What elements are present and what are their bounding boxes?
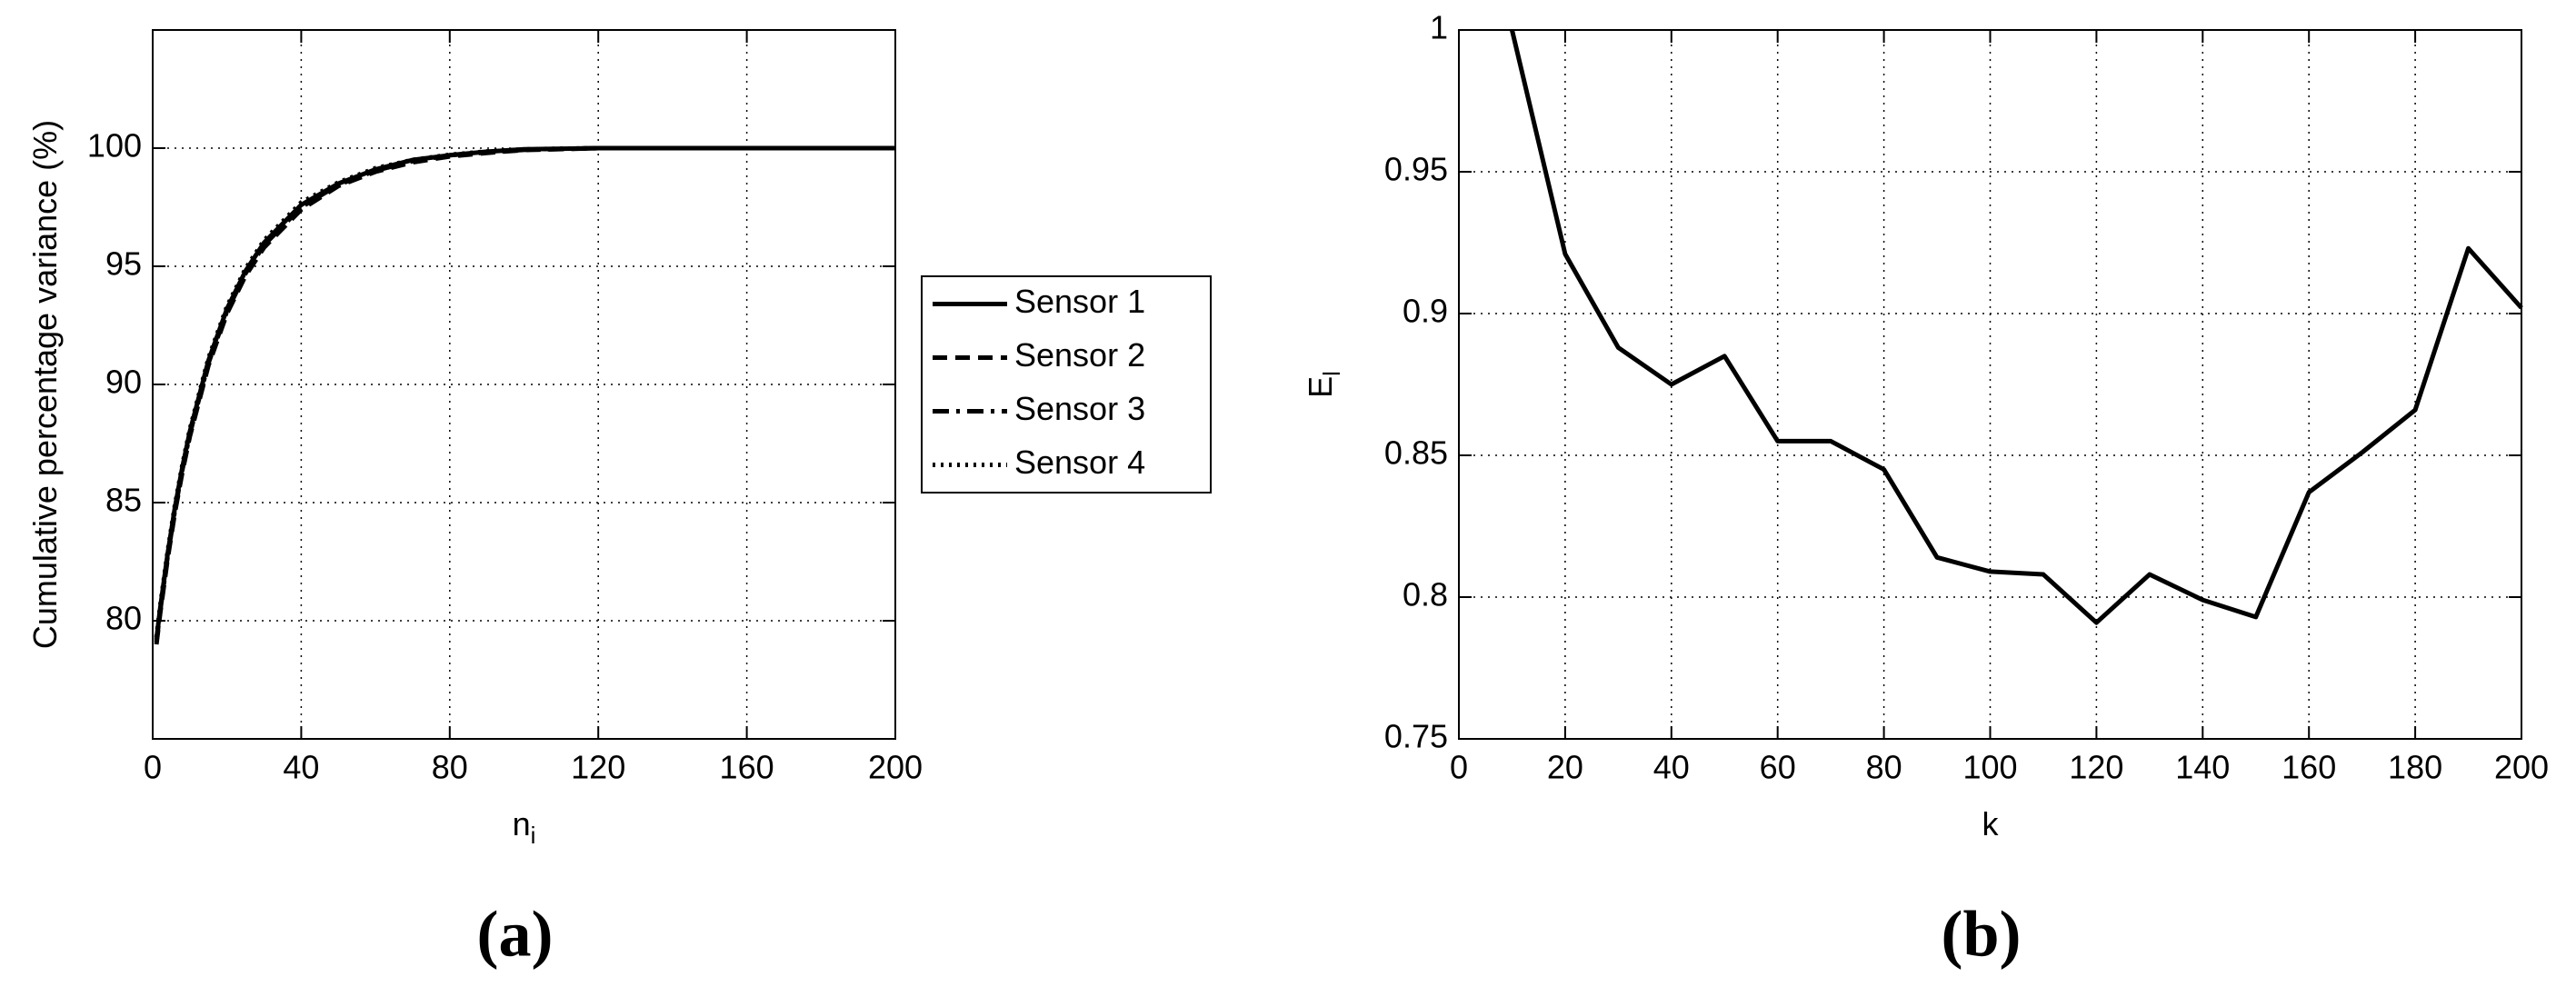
x-tick-label: 40 — [283, 749, 319, 786]
x-tick-label: 0 — [144, 749, 162, 786]
x-tick-label: 180 — [2388, 749, 2442, 786]
x-axis-label-main: k — [1982, 805, 2000, 842]
x-tick-label: 0 — [1450, 749, 1468, 786]
y-tick-label: 1 — [1430, 9, 1448, 46]
legend-label: Sensor 1 — [1014, 283, 1145, 320]
x-tick-label: 200 — [868, 749, 923, 786]
y-tick-label: 95 — [105, 245, 142, 283]
y-tick-label: 85 — [105, 482, 142, 519]
x-tick-label: 60 — [1760, 749, 1796, 786]
legend-label: Sensor 3 — [1014, 390, 1145, 427]
x-tick-label: 80 — [1866, 749, 1902, 786]
legend-label: Sensor 2 — [1014, 336, 1145, 374]
series-line — [154, 145, 895, 643]
plot-frame — [1458, 29, 2522, 740]
x-axis-label-sub: i — [531, 822, 536, 849]
x-tick-label: 120 — [2069, 749, 2123, 786]
y-tick-label: 0.8 — [1403, 576, 1448, 613]
y-tick-label: 80 — [105, 600, 142, 637]
y-tick-label: 90 — [105, 364, 142, 401]
y-tick-label: 0.9 — [1403, 293, 1448, 330]
x-tick-label: 140 — [2175, 749, 2230, 786]
y-axis-label-main: Cumulative percentage variance (%) — [26, 120, 64, 649]
y-tick-label: 0.95 — [1384, 151, 1448, 188]
legend-label: Sensor 4 — [1014, 444, 1145, 481]
series-line — [154, 145, 895, 645]
x-tick-label: 120 — [571, 749, 625, 786]
legend-box — [921, 275, 1212, 494]
y-tick-label: 100 — [87, 127, 142, 165]
x-tick-label: 160 — [2281, 749, 2336, 786]
x-tick-label: 160 — [720, 749, 774, 786]
y-axis-label-sub: l — [1318, 371, 1345, 376]
panel-label: (a) — [477, 898, 554, 971]
y-axis-label: Cumulative percentage variance (%) — [26, 120, 64, 649]
x-axis-label-main: n — [513, 805, 531, 842]
x-axis-label: ni — [513, 805, 536, 849]
y-axis-label: El — [1302, 371, 1345, 398]
y-tick-label: 0.75 — [1384, 718, 1448, 755]
series-line — [154, 145, 895, 638]
x-tick-label: 200 — [2494, 749, 2549, 786]
x-tick-label: 20 — [1547, 749, 1583, 786]
series-line — [1510, 29, 2523, 625]
plot-frame — [152, 29, 896, 740]
y-tick-label: 0.85 — [1384, 434, 1448, 472]
x-axis-label: k — [1982, 805, 2000, 842]
x-tick-label: 80 — [432, 749, 468, 786]
y-axis-label-main: E — [1302, 376, 1339, 398]
series-line — [154, 145, 895, 641]
x-tick-label: 100 — [1962, 749, 2017, 786]
panel-label: (b) — [1942, 898, 2022, 971]
x-tick-label: 40 — [1653, 749, 1690, 786]
